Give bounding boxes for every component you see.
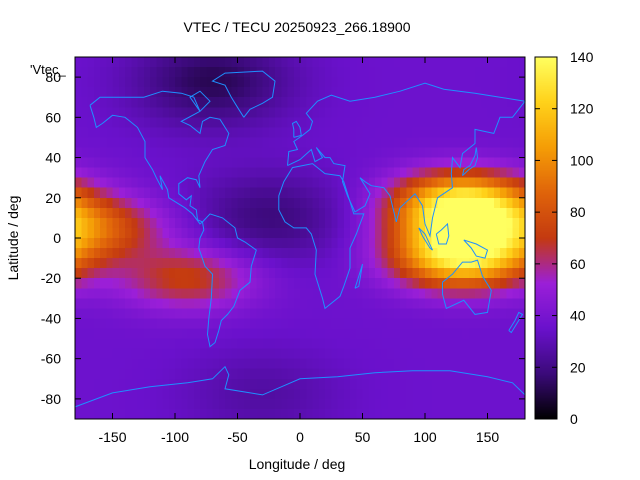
colorbar-tick-label: 0 <box>570 411 578 427</box>
y-tick-label: 60 <box>45 109 61 125</box>
heatmap <box>75 57 525 419</box>
coastline-greenland <box>211 70 276 118</box>
colorbar-tick-label: 40 <box>570 308 586 324</box>
x-tick-label: 100 <box>413 429 437 445</box>
y-tick-label: 40 <box>45 150 61 166</box>
coastline-south-america <box>198 213 257 348</box>
y-tick-label: -20 <box>41 270 61 286</box>
colorbar-border <box>534 56 558 420</box>
coastline-australia <box>442 259 492 315</box>
coastlines <box>74 70 526 408</box>
x-tick-label: -150 <box>98 429 126 445</box>
coastline-africa <box>278 163 365 310</box>
x-tick-label: 150 <box>476 429 500 445</box>
coastline-japan <box>462 147 479 177</box>
coastline-new-guinea <box>463 239 489 259</box>
colorbar-tick-label: 80 <box>570 204 586 220</box>
x-tick-label: 50 <box>355 429 371 445</box>
coastline-borneo <box>435 222 450 245</box>
y-axis-label: Latitude / deg <box>5 196 21 281</box>
x-tick-label: -100 <box>161 429 189 445</box>
y-tick-label: -80 <box>41 391 61 407</box>
coastline-new-zealand <box>508 311 524 334</box>
colorbar: 0 20 40 60 80 100 120 140 <box>534 49 594 427</box>
y-tick-label: 80 <box>45 69 61 85</box>
coastline-uk <box>291 120 302 138</box>
x-axis-label: Longitude / deg <box>249 456 346 472</box>
x-tick-label: 0 <box>296 429 304 445</box>
coastline-madagascar <box>354 263 363 289</box>
tec-heatmap-image <box>75 57 525 419</box>
colorbar-gradient <box>535 57 557 419</box>
colorbar-tick-label: 100 <box>570 152 594 168</box>
y-tick-label: -60 <box>41 351 61 367</box>
y-tick-label: 0 <box>53 230 61 246</box>
coastline-sumatra <box>418 227 433 251</box>
colorbar-tick-label: 20 <box>570 359 586 375</box>
coastline-baffin <box>189 90 211 112</box>
colorbar-tick-label: 140 <box>570 49 594 65</box>
y-tick-label: -40 <box>41 310 61 326</box>
x-axis-ticks: -150 -100 -50 0 50 100 150 <box>98 57 499 445</box>
colorbar-tick-label: 60 <box>570 256 586 272</box>
x-tick-label: -50 <box>227 429 247 445</box>
colorbar-tick-label: 120 <box>570 101 594 117</box>
chart-title: VTEC / TECU 20250923_266.18900 <box>183 19 410 35</box>
y-axis-ticks: -80 -60 -40 -20 0 20 40 60 80 <box>41 69 525 407</box>
coastline-north-america <box>89 90 230 225</box>
coastline-eurasia <box>287 82 526 238</box>
y-tick-label: 20 <box>45 190 61 206</box>
key-label: 'Vtec_ <box>30 62 66 77</box>
coastline-antarctica <box>74 365 526 408</box>
colorbar-ticks: 0 20 40 60 80 100 120 140 <box>535 49 594 427</box>
